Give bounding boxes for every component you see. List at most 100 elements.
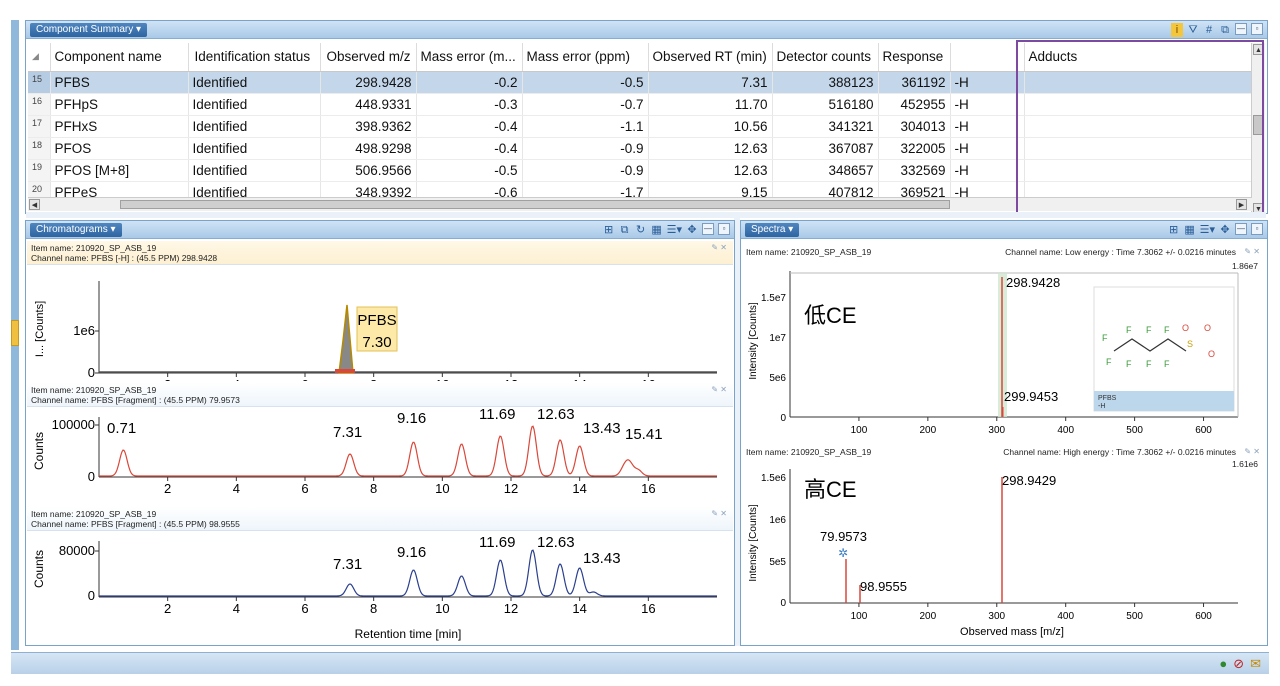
table-row[interactable]: 15 PFBS Identified 298.9428 -0.2 -0.5 7.31 3881… — [28, 71, 1254, 94]
column-header[interactable]: Observed RT (min) — [648, 43, 773, 72]
cell-name[interactable]: PFOS [M+8] — [50, 159, 189, 182]
cell-mz[interactable]: 398.9362 — [320, 115, 417, 138]
column-header[interactable]: Response — [878, 43, 951, 72]
cell-name[interactable]: PFHpS — [50, 93, 189, 116]
cell-status[interactable]: Identified — [188, 115, 321, 138]
column-header[interactable]: Observed m/z — [320, 43, 417, 72]
copy-icon[interactable]: ⧉ — [620, 224, 629, 236]
cell-rt[interactable]: 12.63 — [648, 137, 773, 160]
table-row[interactable]: 17 PFHxS Identified 398.9362 -0.4 -1.1 10.56 34… — [28, 115, 1254, 138]
minimize-icon[interactable]: — — [702, 223, 714, 235]
cell-ppm[interactable]: -0.7 — [522, 93, 649, 116]
scroll-up-icon[interactable]: ▲ — [1253, 44, 1264, 55]
ok-icon[interactable]: ● — [1219, 656, 1228, 671]
filter-icon[interactable]: ⛛ — [1188, 24, 1198, 36]
cell-det[interactable]: 388123 — [772, 71, 879, 94]
spectrum-plot-high[interactable]: Intensity [Counts] 1.5e6 1e6 5e5 0 298.9… — [742, 443, 1266, 645]
column-header[interactable]: Component name — [50, 43, 189, 72]
cell-resp[interactable]: 304013 — [878, 115, 951, 138]
cell-mz[interactable]: 448.9331 — [320, 93, 417, 116]
cell-adduct[interactable]: -H — [950, 159, 1025, 182]
grid-icon[interactable]: ▦ — [1184, 224, 1195, 236]
refresh-icon[interactable]: ↻ — [636, 224, 646, 236]
pan-icon[interactable]: ✥ — [687, 224, 697, 236]
minimize-icon[interactable]: — — [1235, 23, 1247, 35]
column-header[interactable]: Mass error (ppm) — [522, 43, 649, 72]
pin-icon[interactable]: ✎ ✕ — [1244, 247, 1260, 256]
cell-status[interactable]: Identified — [188, 71, 321, 94]
table-row[interactable]: 16 PFHpS Identified 448.9331 -0.3 -0.7 11.70 51… — [28, 93, 1254, 116]
cell-rt[interactable]: 7.31 — [648, 71, 773, 94]
grid-icon[interactable]: ▦ — [651, 224, 662, 236]
cell-merr[interactable]: -0.5 — [416, 159, 523, 182]
vertical-splitter[interactable] — [734, 218, 740, 646]
column-header[interactable]: Adducts — [1024, 43, 1254, 72]
table-row[interactable]: 19 PFOS [M+8] Identified 506.9566 -0.5 -0.9 12… — [28, 159, 1254, 182]
horizontal-splitter[interactable] — [26, 212, 1266, 218]
restore-icon[interactable]: ▫ — [1251, 23, 1263, 35]
pan-icon[interactable]: ✥ — [1220, 224, 1230, 236]
cell-adduct[interactable]: -H — [950, 137, 1025, 160]
scroll-thumb[interactable] — [1253, 115, 1264, 135]
table-horizontal-scrollbar[interactable]: ◀ ▶ — [28, 197, 1252, 211]
cell-ppm[interactable]: -0.5 — [522, 71, 649, 94]
column-header[interactable]: Identification status — [188, 43, 321, 72]
cell-merr[interactable]: -0.4 — [416, 115, 523, 138]
layers-icon[interactable]: ☰▾ — [1199, 224, 1215, 236]
cell-name[interactable]: PFOS — [50, 137, 189, 160]
cell-resp[interactable]: 452955 — [878, 93, 951, 116]
hash-icon[interactable]: # — [1205, 24, 1213, 36]
cell-ppm[interactable]: -0.9 — [522, 137, 649, 160]
left-dock-rail[interactable] — [11, 20, 19, 650]
cell-name[interactable]: PFBS — [50, 71, 189, 94]
scroll-left-icon[interactable]: ◀ — [29, 199, 40, 210]
cell-det[interactable]: 516180 — [772, 93, 879, 116]
hscroll-thumb[interactable] — [120, 200, 950, 209]
corner-cell[interactable]: ◢ — [28, 43, 51, 72]
chromatograms-menu[interactable]: Chromatograms ▾ — [30, 223, 122, 237]
cell-status[interactable]: Identified — [188, 159, 321, 182]
pin-icon[interactable]: ✎ ✕ — [711, 243, 727, 252]
spectrum-plot-low[interactable]: Intensity [Counts] 1.5e7 1e7 5e6 0 298.9… — [742, 241, 1266, 441]
cell-status[interactable]: Identified — [188, 93, 321, 116]
export-icon[interactable]: ⧉ — [1221, 24, 1229, 36]
cell-mz[interactable]: 506.9566 — [320, 159, 417, 182]
scroll-right-icon[interactable]: ▶ — [1236, 199, 1247, 210]
cell-name[interactable]: PFHxS — [50, 115, 189, 138]
component-summary-menu[interactable]: Component Summary ▾ — [30, 23, 148, 37]
blocked-icon[interactable]: ⊘ — [1233, 656, 1245, 671]
cell-resp[interactable]: 332569 — [878, 159, 951, 182]
cell-merr[interactable]: -0.2 — [416, 71, 523, 94]
cell-det[interactable]: 367087 — [772, 137, 879, 160]
spectra-menu[interactable]: Spectra ▾ — [745, 223, 800, 237]
minimize-icon[interactable]: — — [1235, 223, 1247, 235]
column-header[interactable]: Detector counts — [772, 43, 879, 72]
restore-icon[interactable]: ▫ — [1251, 223, 1263, 235]
chromatogram-plot-3[interactable]: Counts 80000 0 7.31 9.16 11.69 12.63 13.43 2… — [27, 507, 733, 645]
cell-merr[interactable]: -0.4 — [416, 137, 523, 160]
table-row[interactable]: 18 PFOS Identified 498.9298 -0.4 -0.9 12.63 367… — [28, 137, 1254, 160]
cell-mz[interactable]: 298.9428 — [320, 71, 417, 94]
column-header[interactable]: Mass error (m... — [416, 43, 523, 72]
cell-merr[interactable]: -0.3 — [416, 93, 523, 116]
cell-resp[interactable]: 322005 — [878, 137, 951, 160]
layers-icon[interactable]: ☰▾ — [666, 224, 682, 236]
cell-adduct[interactable]: -H — [950, 71, 1025, 94]
cell-det[interactable]: 341321 — [772, 115, 879, 138]
pin-icon[interactable]: ✎ ✕ — [711, 509, 727, 518]
cell-adduct[interactable]: -H — [950, 93, 1025, 116]
cell-rt[interactable]: 12.63 — [648, 159, 773, 182]
chromatogram-plot-2[interactable]: Counts 100000 0 0.71 7.31 9.16 11.69 12.63 13… — [27, 383, 733, 505]
cell-status[interactable]: Identified — [188, 137, 321, 160]
pin-icon[interactable]: ✎ ✕ — [711, 385, 727, 394]
cell-det[interactable]: 348657 — [772, 159, 879, 182]
cell-mz[interactable]: 498.9298 — [320, 137, 417, 160]
cell-resp[interactable]: 361192 — [878, 71, 951, 94]
cell-ppm[interactable]: -1.1 — [522, 115, 649, 138]
dock-handle[interactable] — [11, 320, 19, 346]
mail-icon[interactable]: ✉ — [1250, 656, 1261, 671]
info-icon[interactable]: i — [1171, 23, 1183, 37]
table-vertical-scrollbar[interactable]: ▲ ▼ — [1251, 43, 1265, 217]
zoom-icon[interactable]: ⊞ — [604, 224, 614, 236]
cell-rt[interactable]: 10.56 — [648, 115, 773, 138]
